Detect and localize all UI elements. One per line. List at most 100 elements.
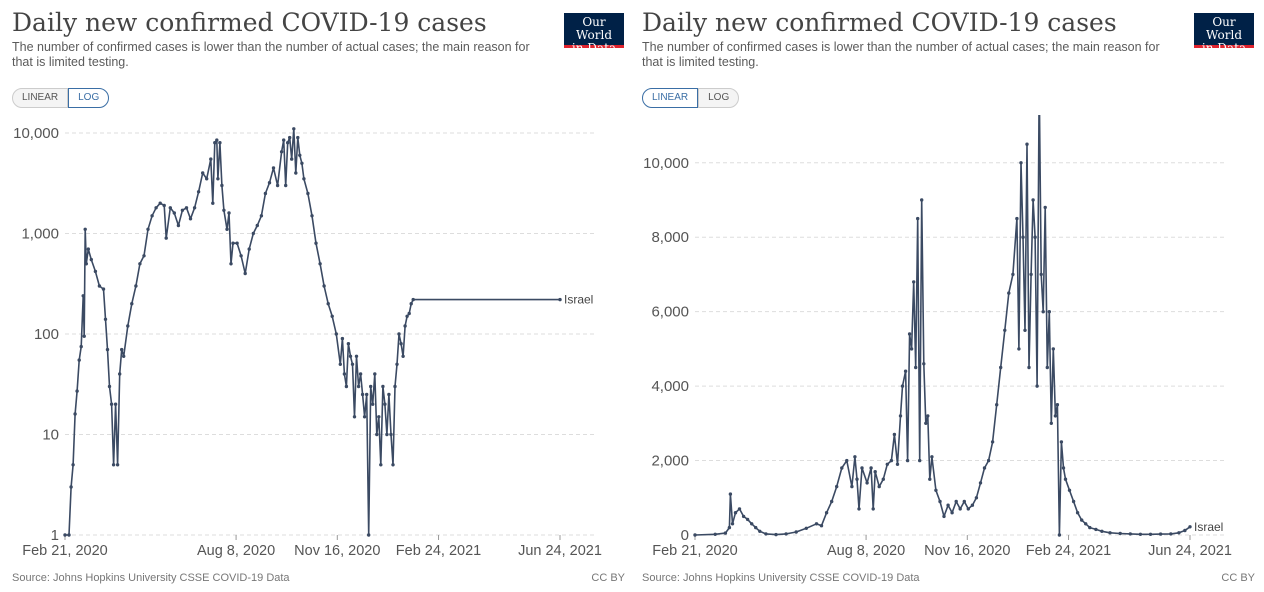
data-point	[946, 503, 950, 507]
license-link[interactable]: CC BY	[591, 572, 625, 584]
data-point	[338, 362, 342, 366]
log-scale-button[interactable]: LOG	[698, 88, 740, 108]
data-point	[383, 402, 387, 406]
y-tick-label: 8,000	[651, 229, 689, 246]
data-point	[1021, 235, 1025, 239]
series-line-israel[interactable]	[65, 128, 560, 536]
data-point	[995, 403, 999, 407]
data-point	[375, 432, 379, 437]
data-point	[288, 135, 292, 140]
data-point	[1007, 291, 1011, 295]
x-tick-label: Nov 16, 2020	[294, 543, 380, 559]
data-point	[865, 481, 869, 485]
data-point	[881, 477, 885, 481]
data-point	[1158, 532, 1163, 536]
data-point	[407, 311, 411, 316]
data-point	[928, 477, 932, 481]
data-point	[387, 392, 391, 397]
data-point	[211, 201, 215, 205]
data-point	[213, 141, 217, 145]
data-point	[869, 466, 873, 470]
y-tick-label: 1,000	[21, 226, 59, 243]
series-label[interactable]: Israel	[1194, 520, 1223, 534]
data-point	[401, 354, 405, 358]
data-point	[1003, 328, 1007, 332]
data-point	[294, 171, 298, 175]
data-point	[369, 384, 373, 389]
data-point	[824, 511, 829, 515]
owid-logo[interactable]: Our World in Data	[1194, 13, 1254, 55]
linear-scale-button[interactable]: LINEAR	[642, 88, 699, 108]
data-point	[344, 384, 349, 389]
data-point	[916, 216, 920, 221]
data-point	[912, 280, 916, 284]
data-point	[857, 507, 861, 511]
data-point	[877, 484, 881, 489]
data-point	[263, 191, 268, 196]
data-point	[201, 171, 205, 175]
data-point	[885, 462, 889, 466]
data-point	[409, 302, 413, 306]
data-point	[1023, 328, 1027, 332]
data-point	[558, 297, 562, 302]
data-point	[1057, 533, 1062, 537]
data-point	[84, 262, 89, 266]
data-point	[860, 466, 864, 470]
data-point	[1039, 272, 1043, 277]
data-point	[1075, 511, 1080, 515]
data-point	[69, 485, 73, 489]
data-point	[999, 365, 1003, 370]
data-point	[389, 432, 393, 437]
data-point	[1100, 529, 1104, 533]
chart-panel-log: Daily new confirmed COVID-19 cases The n…	[0, 0, 630, 592]
data-point	[784, 532, 788, 536]
data-point	[873, 470, 877, 474]
series-line-israel[interactable]	[694, 115, 1191, 536]
data-point	[196, 190, 201, 194]
data-point	[215, 138, 219, 142]
series-label[interactable]: Israel	[564, 293, 593, 307]
data-point	[352, 415, 357, 419]
data-point	[758, 529, 762, 533]
linear-line-chart: 0 2,000 4,000 6,000 8,000 10,000 Feb 21, 2020 A…	[643, 115, 1232, 559]
data-point	[982, 466, 987, 470]
chart-subtitle: The number of confirmed cases is lower t…	[642, 40, 1160, 69]
data-point	[81, 294, 85, 298]
data-point	[120, 347, 124, 352]
data-point	[723, 531, 728, 535]
owid-logo[interactable]: Our World in Data	[564, 13, 624, 55]
data-point	[180, 208, 185, 212]
data-point	[360, 392, 365, 397]
data-point	[1019, 161, 1023, 165]
logo-line-2: in Data	[1201, 41, 1247, 55]
data-point	[306, 191, 310, 196]
data-point	[930, 455, 934, 459]
y-tick-label: 10,000	[643, 155, 689, 172]
log-scale-button[interactable]: LOG	[68, 88, 110, 108]
log-line-chart: 1 10 100 1,000 10,000 Feb 21, 2020 Aug 8, 2020…	[13, 125, 602, 559]
data-point	[192, 206, 197, 210]
data-point	[75, 389, 79, 393]
data-point	[267, 181, 272, 185]
data-point	[853, 455, 857, 459]
data-point	[958, 507, 962, 511]
license-link[interactable]: CC BY	[1221, 572, 1255, 584]
data-point	[310, 214, 314, 218]
data-point	[172, 211, 176, 215]
data-point	[122, 354, 126, 358]
data-point	[391, 463, 395, 467]
data-point	[271, 166, 276, 170]
data-point	[1035, 384, 1039, 388]
data-point	[367, 533, 371, 537]
data-point	[350, 362, 355, 366]
data-point	[93, 269, 98, 274]
data-point	[728, 492, 733, 496]
data-point	[898, 414, 903, 418]
data-point	[205, 177, 209, 181]
data-point	[126, 324, 130, 328]
logo-line-2: in Data	[571, 41, 617, 55]
data-point	[162, 203, 166, 208]
data-point	[1094, 527, 1098, 532]
linear-scale-button[interactable]: LINEAR	[12, 88, 69, 108]
data-point	[82, 334, 86, 338]
